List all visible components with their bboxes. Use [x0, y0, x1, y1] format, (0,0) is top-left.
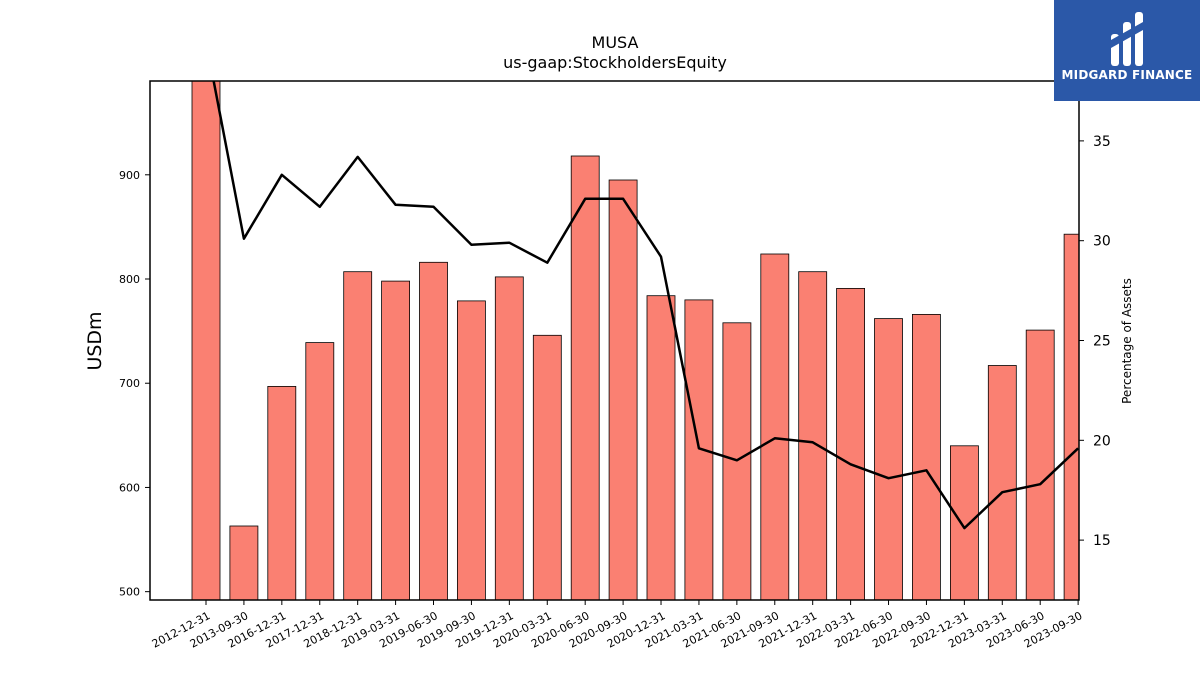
y-tick-label: 500	[119, 586, 140, 599]
bar	[419, 261, 448, 600]
bar	[456, 300, 486, 600]
bar	[608, 179, 638, 600]
chart-title: MUSA	[592, 33, 639, 52]
bar	[950, 445, 979, 600]
y2-tick-label: 30	[1093, 234, 1111, 250]
y-tick-label: 900	[119, 169, 140, 182]
bar	[267, 385, 297, 600]
y-tick-label: 700	[119, 377, 140, 390]
bar	[987, 365, 1017, 600]
chart-subtitle: us-gaap:StockholdersEquity	[503, 53, 727, 72]
bar	[381, 280, 411, 600]
bar	[191, 81, 221, 600]
bar	[836, 287, 865, 600]
bar	[343, 271, 373, 600]
y-tick-label: 800	[119, 273, 140, 286]
y2-tick-label: 15	[1093, 533, 1111, 549]
midgard-finance-logo: MIDGARD FINANCE	[1054, 0, 1200, 101]
line-layer	[212, 81, 1079, 530]
y2-tick-label: 35	[1093, 134, 1111, 150]
percentage-line	[212, 81, 1079, 530]
bar	[494, 276, 524, 600]
bar	[760, 253, 790, 600]
bar	[1063, 233, 1079, 600]
bar	[229, 525, 259, 600]
bar	[912, 313, 941, 600]
y-tick-label: 600	[119, 481, 140, 494]
logo-text: MIDGARD FINANCE	[1061, 68, 1193, 82]
y-axis-label: USDm	[84, 311, 106, 370]
y2-tick-label: 25	[1093, 334, 1111, 350]
logo-mark-icon	[1111, 12, 1143, 66]
bar	[305, 342, 335, 600]
bar	[532, 334, 562, 600]
bar	[874, 318, 903, 600]
y2-axis-label: Percentage of Assets	[1120, 278, 1134, 404]
bar	[570, 155, 600, 600]
bars-layer	[191, 81, 1079, 600]
y2-tick-label: 20	[1093, 433, 1111, 449]
bar	[1025, 329, 1055, 600]
bar	[798, 271, 828, 600]
bar	[646, 295, 676, 600]
bar	[684, 299, 714, 600]
